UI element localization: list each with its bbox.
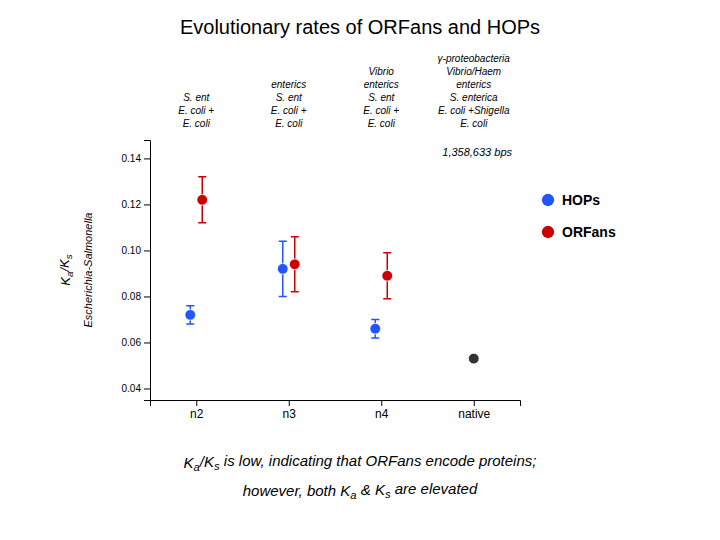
column-header: Vibrio — [369, 66, 395, 77]
point — [197, 194, 208, 205]
legend-swatch — [542, 226, 554, 238]
column-header: E. coli — [368, 118, 396, 129]
tick-label: 0.10 — [122, 245, 142, 256]
tick-label: 0.06 — [122, 337, 142, 348]
column-header: E. coli — [460, 118, 488, 129]
text-part: is low, indicating that ORFans encode pr… — [220, 452, 537, 469]
column-header: Vibrio/Haem — [446, 66, 501, 77]
point — [370, 323, 381, 334]
column-header: enterics — [271, 79, 306, 90]
column-headers: γ-proteobacteria Vibrio Vibrio/Haem enteric… — [178, 53, 510, 129]
point — [382, 270, 393, 281]
tick: 0.04 — [122, 383, 150, 394]
column-header: S. ent — [183, 92, 210, 103]
tick: native — [458, 400, 490, 421]
column-header: E. coli +Shigella — [438, 105, 510, 116]
tick: 0.10 — [122, 245, 150, 256]
tick-mark — [144, 342, 150, 343]
column-header: E. coli — [183, 118, 211, 129]
series — [185, 241, 381, 338]
legend-label: HOPs — [562, 192, 600, 208]
legend-label: ORFans — [562, 224, 616, 240]
tick-label: 0.12 — [122, 199, 142, 210]
tick: n3 — [283, 400, 297, 421]
column-header: E. coli — [275, 118, 303, 129]
axis-title: Ka/Ks — [57, 254, 75, 285]
point — [289, 259, 300, 270]
tick: 0.14 — [122, 153, 150, 164]
tick-label: n4 — [375, 407, 389, 421]
tick-mark — [474, 400, 475, 406]
point — [468, 353, 479, 364]
column-header: E. coli + — [363, 105, 399, 116]
tick-label: 0.04 — [122, 383, 142, 394]
series — [468, 353, 479, 364]
legend-swatch — [542, 194, 554, 206]
tick: 0.12 — [122, 199, 150, 210]
column-header: enterics — [456, 79, 491, 90]
tick-label: n2 — [190, 407, 204, 421]
marks — [185, 177, 479, 364]
axis-line — [151, 401, 521, 407]
tick-mark — [381, 400, 382, 406]
point — [185, 310, 196, 321]
column-header: S. ent — [276, 92, 303, 103]
x-axis: n2 n3 n4 native — [151, 400, 521, 421]
annotation: 1,358,633 bps — [442, 146, 512, 158]
tick-label: native — [458, 407, 490, 421]
tick: 0.08 — [122, 291, 150, 302]
tick-mark — [144, 388, 150, 389]
tick-label: n3 — [283, 407, 297, 421]
column-header: enterics — [364, 79, 399, 90]
column-header: E. coli + — [271, 105, 307, 116]
column-header: S. enterica — [450, 92, 498, 103]
tick-mark — [144, 158, 150, 159]
legend: HOPs ORFans — [542, 192, 616, 240]
tick: n2 — [190, 400, 204, 421]
tick-mark — [144, 204, 150, 205]
axis-line — [144, 141, 151, 401]
tick-mark — [289, 400, 290, 406]
tick-label: 0.14 — [122, 153, 142, 164]
y-axis: 0.04 0.06 0.08 0.10 0.12 0.14 — [122, 141, 151, 401]
column-header: S. ent — [368, 92, 395, 103]
tick-mark — [144, 296, 150, 297]
text-part: are elevated — [391, 480, 478, 497]
tick: 0.06 — [122, 337, 150, 348]
title: Evolutionary rates of ORFans and HOPs — [180, 16, 540, 38]
point — [277, 263, 288, 274]
chart: Evolutionary rates of ORFans and HOPs γ-p… — [0, 0, 720, 540]
caption: Ka/Ks is low, indicating that ORFans enc… — [184, 452, 537, 474]
column-header: γ-proteobacteria — [438, 53, 511, 64]
caption: however, both Ka & Ks are elevated — [243, 480, 478, 502]
text-part: & — [357, 481, 375, 498]
text-part: Escherichia-Salmonella — [82, 213, 94, 328]
column-header: E. coli + — [178, 105, 214, 116]
tick-mark — [196, 400, 197, 406]
series — [197, 177, 393, 299]
axis-title: Escherichia-Salmonella — [82, 213, 94, 328]
text-part: however, both — [243, 482, 341, 499]
tick-mark — [144, 250, 150, 251]
tick-label: 0.08 — [122, 291, 142, 302]
text-part: s — [63, 254, 74, 259]
tick: n4 — [375, 400, 389, 421]
